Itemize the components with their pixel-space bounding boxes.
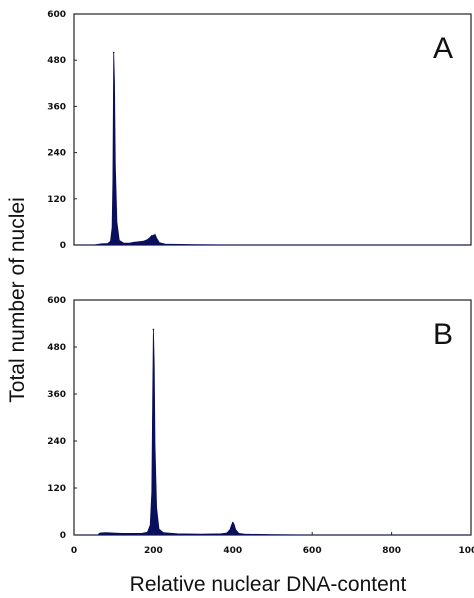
y-tick-label: 120	[47, 195, 66, 205]
x-tick-label: 800	[382, 546, 401, 556]
y-tick-label: 360	[47, 102, 66, 112]
plot-frame	[73, 13, 472, 246]
y-tick-label: 480	[47, 343, 66, 353]
x-tick-label: 400	[223, 546, 242, 556]
x-tick-label: 200	[144, 546, 163, 556]
x-axis-title: Relative nuclear DNA-content	[130, 573, 407, 596]
y-tick-label: 0	[60, 531, 66, 541]
y-tick-label: 360	[47, 390, 66, 400]
histogram-area	[73, 52, 472, 246]
panel-label: A	[433, 32, 453, 65]
y-tick-label: 240	[47, 149, 66, 159]
y-axis-title: Total number of nuclei	[6, 197, 29, 402]
y-tick-label: 600	[47, 296, 66, 306]
y-tick-label: 600	[47, 10, 66, 20]
x-tick-label: 1000	[458, 546, 474, 556]
histogram-area	[73, 329, 472, 536]
histogram-peak	[232, 521, 234, 524]
y-tick-label: 0	[60, 241, 66, 251]
histogram-peak	[152, 328, 155, 331]
histogram-peak	[152, 234, 155, 237]
x-tick-label: 600	[303, 546, 322, 556]
y-tick-label: 240	[47, 437, 66, 447]
panel-label: B	[433, 318, 453, 351]
y-tick-label: 480	[47, 56, 66, 66]
y-tick-label: 120	[47, 484, 66, 494]
panel-b: 0 120 240 360 480 600 0 200 400 600 800 1000 B	[47, 296, 474, 556]
panel-a: 0 120 240 360 480 600 A	[47, 10, 472, 251]
plot-frame	[73, 299, 472, 536]
x-tick-label: 0	[71, 546, 77, 556]
histogram-peak	[112, 51, 115, 54]
